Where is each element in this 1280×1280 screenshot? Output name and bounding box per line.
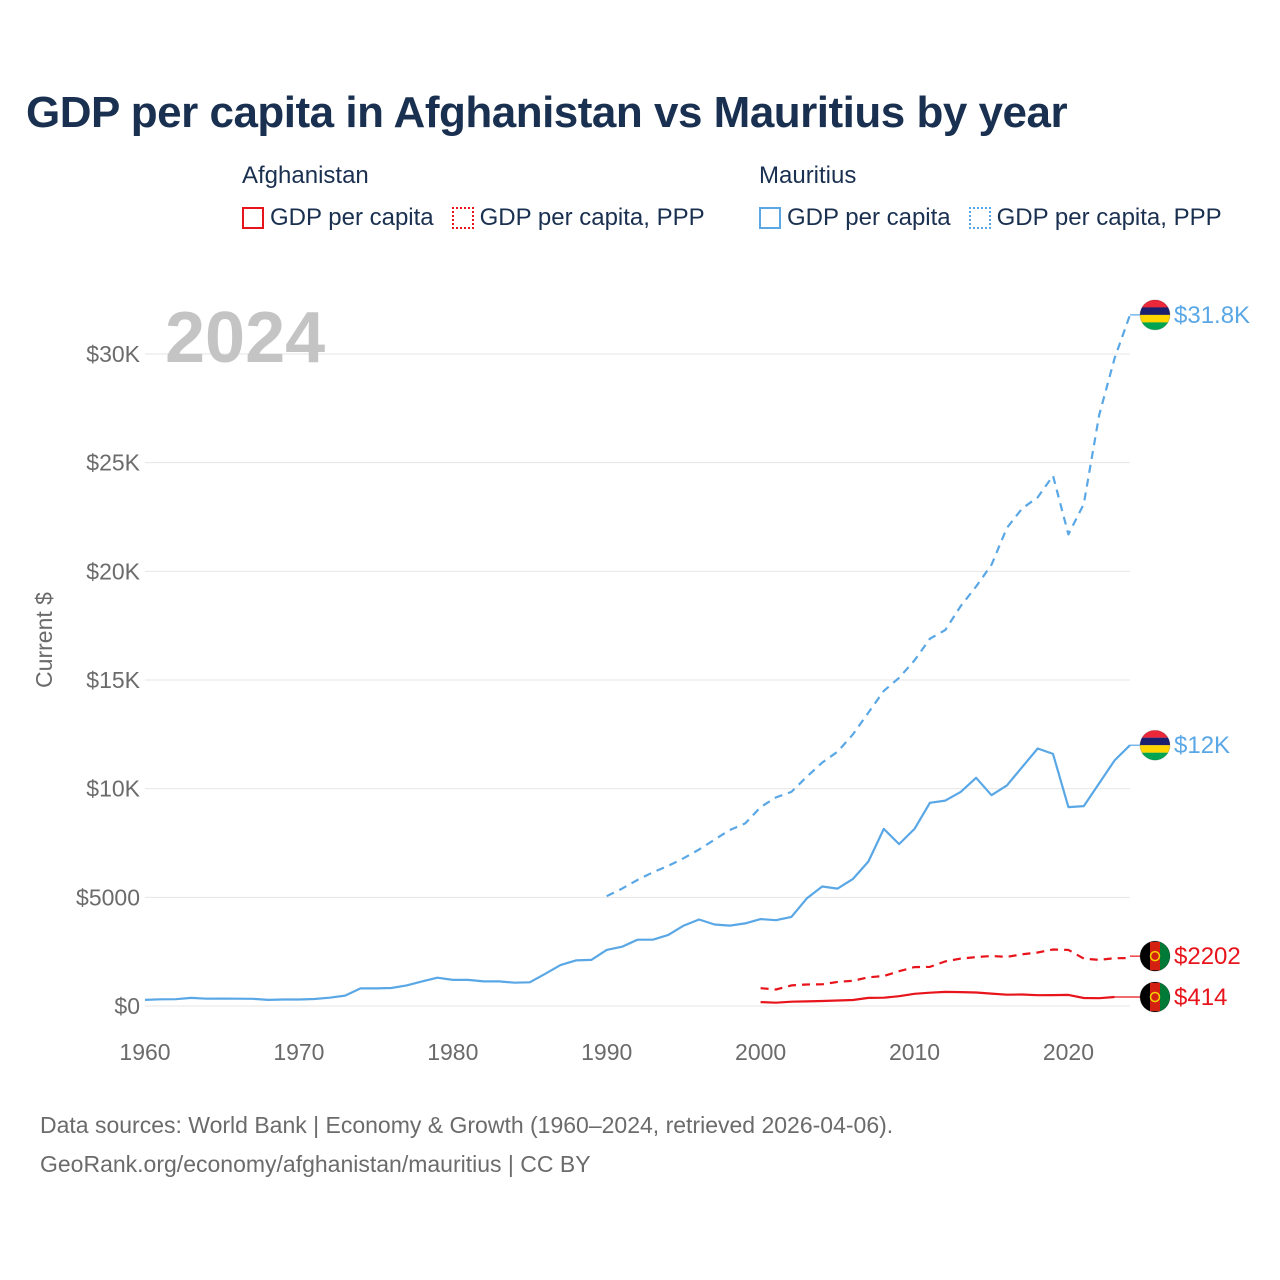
end-value-label: $414 [1174, 984, 1227, 1011]
legend-swatch-solid [242, 207, 264, 229]
legend-mauritius: Mauritius GDP per capita GDP per capita,… [759, 162, 1222, 232]
legend-item-afghanistan-gdp[interactable]: GDP per capita [242, 204, 434, 232]
y-tick-label: $5000 [76, 884, 140, 910]
legend-swatch-dotted [968, 207, 991, 229]
y-tick-label: $25K [86, 450, 140, 476]
x-tick-label: 1960 [119, 1039, 170, 1065]
end-labels: $31.8K $12K $2202 $414 [1114, 299, 1250, 1013]
y-tick-label: $15K [86, 667, 140, 693]
end-value-label: $2202 [1174, 943, 1241, 970]
series-line-mauritius-solid[interactable] [144, 744, 1131, 1002]
legend-swatch-solid [759, 207, 781, 229]
y-tick-label: $30K [86, 341, 140, 367]
series-group [144, 314, 1132, 1004]
legend-swatch-dotted [451, 207, 474, 229]
series-line-afghanistan-dashed[interactable] [760, 948, 1131, 991]
end-value-label: $31.8K [1174, 302, 1250, 329]
legend-afghanistan: Afghanistan GDP per capita GDP per capit… [242, 162, 705, 232]
y-axis-label: Current $ [31, 592, 57, 688]
chart-title: GDP per capita in Afghanistan vs Mauriti… [26, 88, 1068, 137]
flag-afghanistan-icon [1139, 940, 1171, 972]
x-tick-label: 1990 [581, 1039, 632, 1065]
end-value-label: $12K [1174, 732, 1230, 759]
year-watermark: 2024 [165, 298, 325, 378]
footer-sources: Data sources: World Bank | Economy & Gro… [40, 1112, 894, 1138]
series-line-mauritius-dashed[interactable] [606, 314, 1132, 898]
x-tick-label: 1980 [427, 1039, 478, 1065]
y-tick-label: $20K [86, 558, 140, 584]
y-axis: $0 $5000 $10K $15K $20K $25K $30K [76, 341, 141, 1019]
flag-mauritius-icon [1139, 729, 1171, 761]
flag-afghanistan-icon [1139, 981, 1171, 1013]
legend-label: GDP per capita [270, 204, 434, 231]
legend-label: GDP per capita, PPP [996, 204, 1222, 231]
legend-country-mauritius: Mauritius [759, 162, 857, 189]
x-tick-label: 1970 [273, 1039, 324, 1065]
y-tick-label: $0 [114, 993, 140, 1019]
legend-country-afghanistan: Afghanistan [242, 162, 369, 189]
x-tick-label: 2000 [735, 1039, 786, 1065]
x-axis: 1960 1970 1980 1990 2000 2010 2020 [119, 1039, 1094, 1065]
legend-label: GDP per capita [787, 204, 951, 231]
legend-item-mauritius-gdp-ppp[interactable]: GDP per capita, PPP [968, 204, 1222, 232]
grid [145, 353, 1130, 1007]
y-tick-label: $10K [86, 776, 140, 802]
series-line-afghanistan-solid[interactable] [760, 990, 1115, 1004]
legend-item-mauritius-gdp[interactable]: GDP per capita [759, 204, 951, 232]
footer: Data sources: World Bank | Economy & Gro… [40, 1106, 893, 1184]
legend-label: GDP per capita, PPP [479, 204, 705, 231]
footer-url: GeoRank.org/economy/afghanistan/mauritiu… [40, 1151, 591, 1177]
x-tick-label: 2010 [889, 1039, 940, 1065]
x-tick-label: 2020 [1043, 1039, 1094, 1065]
legend-item-afghanistan-gdp-ppp[interactable]: GDP per capita, PPP [451, 204, 705, 232]
flag-mauritius-icon [1139, 299, 1171, 331]
